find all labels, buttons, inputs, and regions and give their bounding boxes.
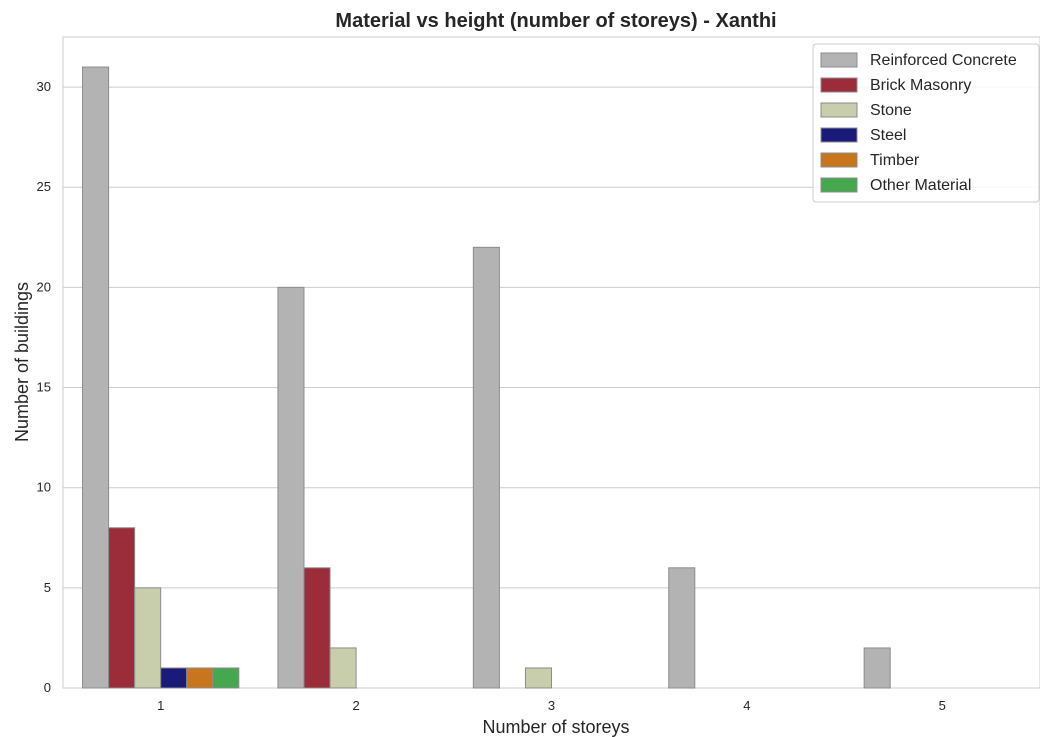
y-tick-label: 10 [37,480,51,495]
bar [108,527,136,689]
legend-swatch [820,52,858,68]
y-tick-label: 0 [44,680,51,695]
bars [82,66,891,689]
bar [212,667,240,689]
bar [668,567,696,689]
y-tick-label: 5 [44,580,51,595]
bar [303,567,331,689]
x-tick-label: 2 [352,698,359,713]
bar [863,647,891,689]
x-tick-label: 5 [939,698,946,713]
x-axis-label: Number of storeys [482,717,629,737]
bar [134,587,162,689]
bar [472,246,500,689]
legend-swatch [820,152,858,168]
y-tick-label: 30 [37,79,51,94]
x-tick-label: 4 [743,698,750,713]
legend-label: Stone [870,102,912,119]
bar [277,286,305,689]
chart-title: Material vs height (number of storeys) -… [335,10,776,32]
bar [186,667,214,689]
bar [524,667,552,689]
legend-label: Steel [870,127,906,144]
legend-swatch [820,177,858,193]
x-tick-label: 1 [157,698,164,713]
legend-swatch [820,102,858,118]
gridlines [63,86,1040,689]
x-tick-labels: 1 2 3 4 5 [157,698,946,713]
legend-label: Reinforced Concrete [870,52,1017,69]
legend-swatch [820,77,858,93]
legend-label: Brick Masonry [870,77,971,94]
x-tick-label: 3 [548,698,555,713]
y-tick-label: 20 [37,279,51,294]
legend-frame [812,43,1040,203]
legend-swatch [820,127,858,143]
legend: Reinforced Concrete Brick Masonry Stone Ste… [812,43,1040,203]
bar [160,667,188,689]
bar [329,647,357,689]
bar [82,66,110,689]
y-tick-label: 15 [37,380,51,395]
y-tick-label: 25 [37,179,51,194]
legend-label: Timber [870,152,920,169]
legend-label: Other Material [870,177,971,194]
y-tick-labels: 0 5 10 15 20 25 30 [37,79,51,695]
y-axis-label: Number of buildings [12,282,32,442]
